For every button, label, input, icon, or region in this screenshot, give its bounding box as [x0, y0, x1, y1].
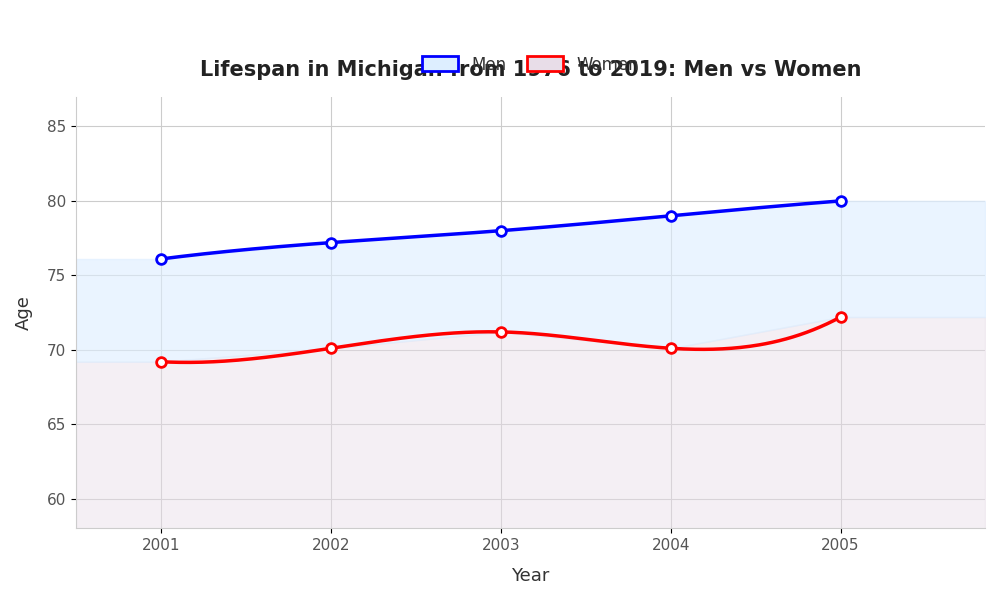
Y-axis label: Age: Age — [15, 295, 33, 330]
Legend: Men, Women: Men, Women — [415, 49, 646, 80]
X-axis label: Year: Year — [511, 567, 550, 585]
Title: Lifespan in Michigan from 1976 to 2019: Men vs Women: Lifespan in Michigan from 1976 to 2019: … — [200, 60, 861, 80]
